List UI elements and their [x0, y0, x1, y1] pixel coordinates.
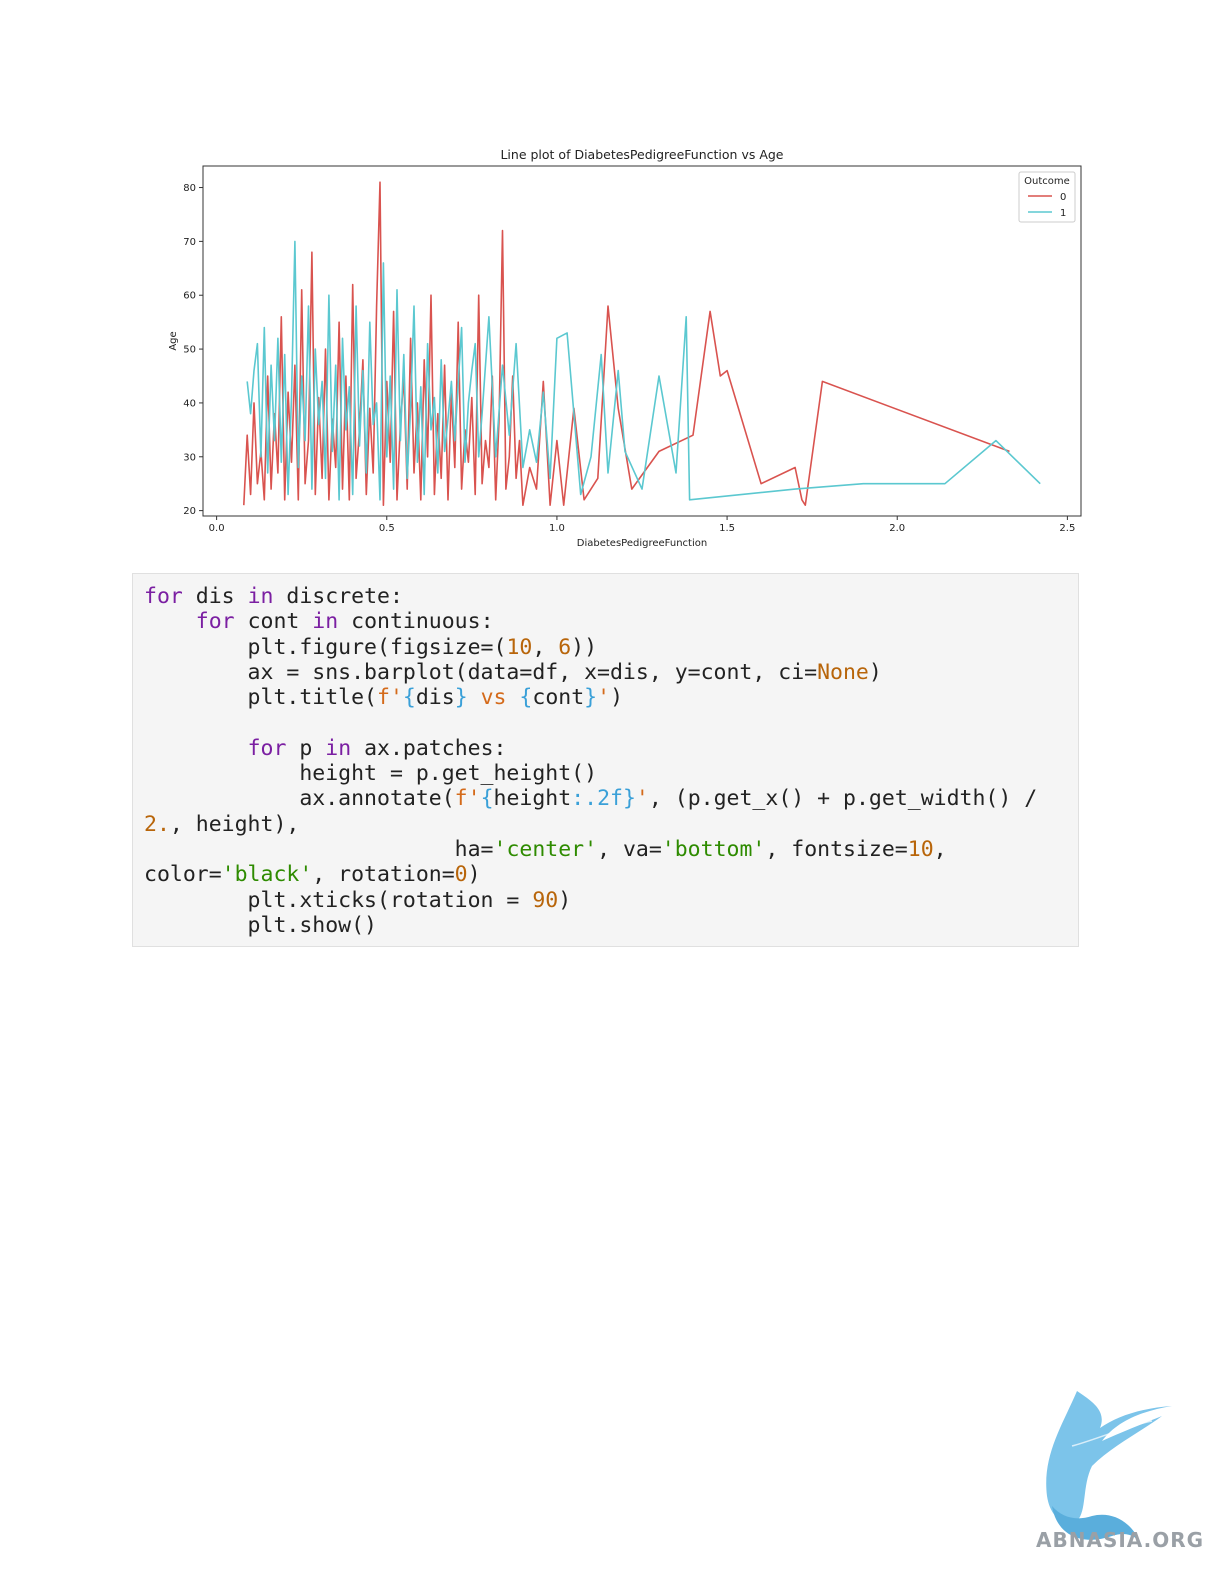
y-tick-label: 40 [183, 398, 196, 409]
code-line-10: 2., height), [144, 811, 300, 837]
series-layer [243, 181, 1041, 507]
legend: Outcome 0 1 [1018, 171, 1076, 223]
code-line-3: plt.figure(figsize=(10, 6)) [144, 634, 598, 660]
code-line-1: for dis in discrete: [144, 584, 403, 609]
x-tick-label: 0.0 [209, 523, 225, 534]
code-line-8: height = p.get_height() [144, 761, 598, 787]
y-tick-label: 60 [183, 291, 196, 302]
y-axis-label: Age [168, 331, 179, 350]
legend-title: Outcome [1024, 176, 1070, 187]
code-line-9: ax.annotate(f'{height:.2f}', (p.get_x() … [144, 786, 1038, 812]
chart-title: Line plot of DiabetesPedigreeFunction vs… [500, 147, 783, 162]
code-block: for dis in discrete: for cont in continu… [133, 574, 1078, 948]
legend-label-0: 0 [1060, 192, 1066, 203]
x-tick-label: 2.5 [1059, 523, 1075, 534]
code-line-2: for cont in continuous: [195, 609, 494, 635]
y-tick-label: 50 [183, 345, 196, 356]
y-tick-label: 70 [183, 237, 196, 248]
legend-label-1: 1 [1060, 208, 1066, 219]
series-line-1 [246, 240, 1041, 501]
plot-area-frame [202, 165, 1082, 517]
code-line-5: plt.title(f'{dis} vs {cont}') [144, 685, 624, 711]
x-tick-label: 0.5 [379, 523, 395, 534]
ticks-layer: 0.0 0.5 1.0 1.5 2.0 2.5 20 30 40 50 60 70 80 [183, 183, 1075, 534]
y-tick-label: 20 [183, 506, 196, 517]
x-tick-label: 1.0 [549, 523, 565, 534]
code-line-12: color='black', rotation=0) [144, 862, 481, 888]
code-line-7: for p in ax.patches: [247, 735, 507, 761]
code-line-13: plt.xticks(rotation = 90) [144, 887, 572, 913]
code-cell: for dis in discrete: for cont in continu… [132, 573, 1079, 947]
line-chart: 0.0 0.5 1.0 1.5 2.0 2.5 20 30 40 50 60 70 80 Line pl… [168, 147, 1082, 549]
code-line-14: plt.show() [144, 912, 377, 938]
code-line-11: ha='center', va='bottom', fontsize=10, [144, 836, 947, 862]
x-tick-label: 1.5 [719, 523, 735, 534]
x-axis-label: DiabetesPedigreeFunction [577, 538, 707, 549]
y-tick-label: 30 [183, 452, 196, 463]
griffin-logo-icon [1046, 1391, 1172, 1546]
logo-text: ABNASIA.ORG [1036, 1528, 1205, 1552]
y-tick-label: 80 [183, 183, 196, 194]
legend-box [1018, 171, 1076, 223]
code-line-4: ax = sns.barplot(data=df, x=dis, y=cont,… [144, 659, 882, 685]
x-tick-label: 2.0 [889, 523, 905, 534]
